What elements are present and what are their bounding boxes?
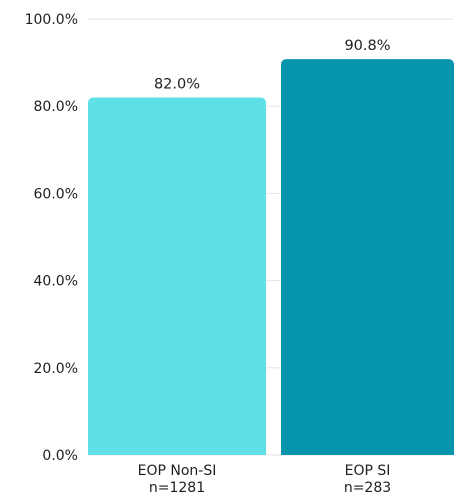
y-tick-label: 100.0% xyxy=(25,12,78,28)
bar xyxy=(88,97,266,455)
category-sample-size: n=1281 xyxy=(149,480,205,496)
x-axis-categories: EOP Non-SIn=1281 EOP SIn=283 xyxy=(138,463,392,496)
y-tick-label: 60.0% xyxy=(34,186,78,202)
category-label: EOP SI xyxy=(345,463,391,479)
y-tick-label: 80.0% xyxy=(34,99,78,115)
bars xyxy=(88,59,454,455)
y-axis-ticks: 0.0% 20.0% 40.0% 60.0% 80.0% 100.0% xyxy=(25,12,78,464)
bar xyxy=(281,59,454,455)
y-tick-label: 40.0% xyxy=(34,274,78,290)
category-label: EOP Non-SI xyxy=(138,463,217,479)
y-tick-label: 0.0% xyxy=(42,448,78,464)
data-labels: 82.0% 90.8% xyxy=(154,38,391,92)
bar-value-label: 82.0% xyxy=(154,76,200,92)
bar-value-label: 90.8% xyxy=(344,38,390,54)
y-tick-label: 20.0% xyxy=(34,361,78,377)
category-sample-size: n=283 xyxy=(344,480,391,496)
